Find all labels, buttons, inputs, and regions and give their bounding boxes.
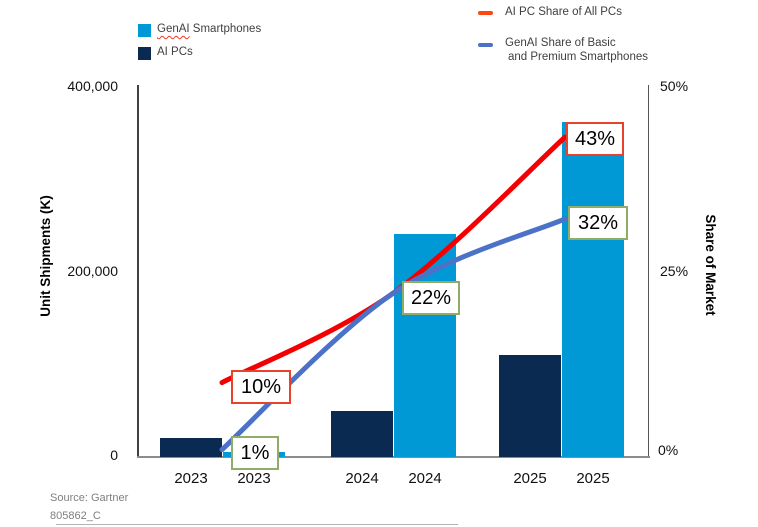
genai-smartphones-swatch-icon xyxy=(138,24,151,37)
source-note: Source: Gartner xyxy=(50,492,129,504)
data-label-10pct: 10% xyxy=(231,370,291,404)
genai-share-legend-label-line2: and Premium Smartphones xyxy=(508,51,648,63)
genai-smartphones-legend-label: GenAI Smartphones xyxy=(157,23,262,35)
bar-ai-pcs-2023 xyxy=(160,438,222,457)
right-tick-50pct: 50% xyxy=(660,78,689,94)
x-axis-line xyxy=(137,456,650,458)
left-tick-0: 0 xyxy=(110,447,118,463)
ai-pcs-legend-label: AI PCs xyxy=(157,46,193,58)
doc-id: 805862_C xyxy=(50,510,101,522)
left-tick-400000: 400,000 xyxy=(67,78,118,94)
data-label-1pct: 1% xyxy=(231,436,279,470)
red-line-dash-icon xyxy=(478,11,493,15)
ai-pcs-swatch-icon xyxy=(138,47,151,60)
left-axis-line xyxy=(137,85,139,457)
x-label-2023-aipc: 2023 xyxy=(174,470,208,487)
data-label-43pct: 43% xyxy=(566,122,624,156)
right-tick-25pct: 25% xyxy=(660,263,689,279)
line-genai-share-of-basic-and-premium-smartphones xyxy=(219,216,568,453)
bar-genai-smartphones-2025 xyxy=(562,122,624,457)
x-label-2025-aipc: 2025 xyxy=(513,470,547,487)
genai-share-legend-label-line1: GenAI Share of Basic xyxy=(505,37,616,49)
x-label-2024-aipc: 2024 xyxy=(345,470,379,487)
x-label-2025-genai: 2025 xyxy=(576,470,610,487)
blue-line-dash-icon xyxy=(478,43,493,47)
bottom-divider xyxy=(56,524,458,525)
right-axis-line xyxy=(648,85,649,457)
ai-pc-share-legend-label: AI PC Share of All PCs xyxy=(505,6,622,18)
right-tick-0pct: 0% xyxy=(658,442,679,458)
x-label-2024-genai: 2024 xyxy=(408,470,442,487)
x-label-2023-genai: 2023 xyxy=(237,470,271,487)
left-tick-200000: 200,000 xyxy=(67,263,118,279)
bar-ai-pcs-2025 xyxy=(499,354,561,457)
data-label-22pct: 22% xyxy=(402,281,460,315)
data-label-32pct: 32% xyxy=(568,206,628,240)
bar-ai-pcs-2024 xyxy=(331,410,393,457)
line-ai-pc-share-of-all-pcs xyxy=(219,134,568,386)
